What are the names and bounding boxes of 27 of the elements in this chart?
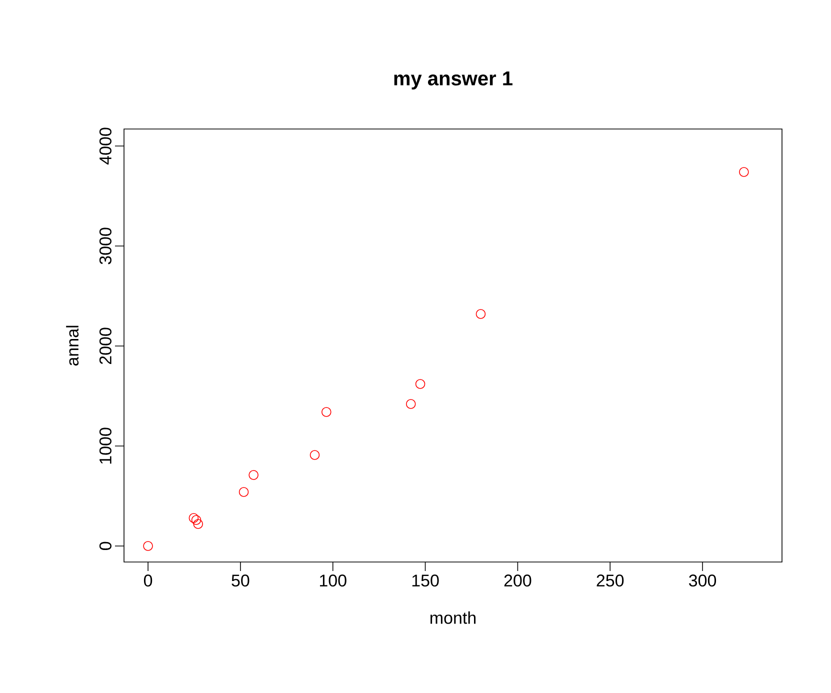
point <box>739 167 749 177</box>
y-tick-label: 4000 <box>99 128 112 165</box>
y-tick-label: 0 <box>99 542 112 550</box>
x-tick-label: 250 <box>596 574 624 587</box>
chart-title: my answer 1 <box>394 72 512 90</box>
point <box>321 407 332 417</box>
point <box>310 450 320 460</box>
point <box>143 541 153 551</box>
x-tick-label: 0 <box>144 574 152 587</box>
point <box>238 487 249 497</box>
y-tick-label: 3000 <box>99 228 112 264</box>
y-axis-title: annal <box>66 326 79 366</box>
x-tick-label: 150 <box>412 574 439 587</box>
point <box>188 513 199 523</box>
point <box>193 519 204 529</box>
point <box>248 470 258 480</box>
x-axis-title: month <box>430 611 476 624</box>
point <box>191 515 202 525</box>
x-tick-label: 50 <box>232 574 250 587</box>
x-tick-label: 200 <box>504 574 532 587</box>
point <box>406 399 416 409</box>
x-tick-label: 300 <box>688 574 716 587</box>
y-tick-label: 1000 <box>99 428 112 464</box>
x-tick-label: 100 <box>320 574 346 587</box>
point <box>476 309 486 319</box>
point <box>415 379 426 389</box>
y-tick-label: 2000 <box>99 328 112 364</box>
